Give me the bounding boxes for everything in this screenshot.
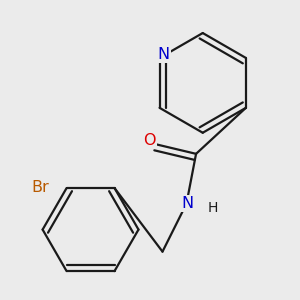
Text: H: H — [208, 202, 218, 215]
Text: N: N — [157, 46, 170, 62]
Text: N: N — [182, 196, 194, 211]
Text: Br: Br — [32, 180, 50, 195]
Text: O: O — [143, 133, 155, 148]
